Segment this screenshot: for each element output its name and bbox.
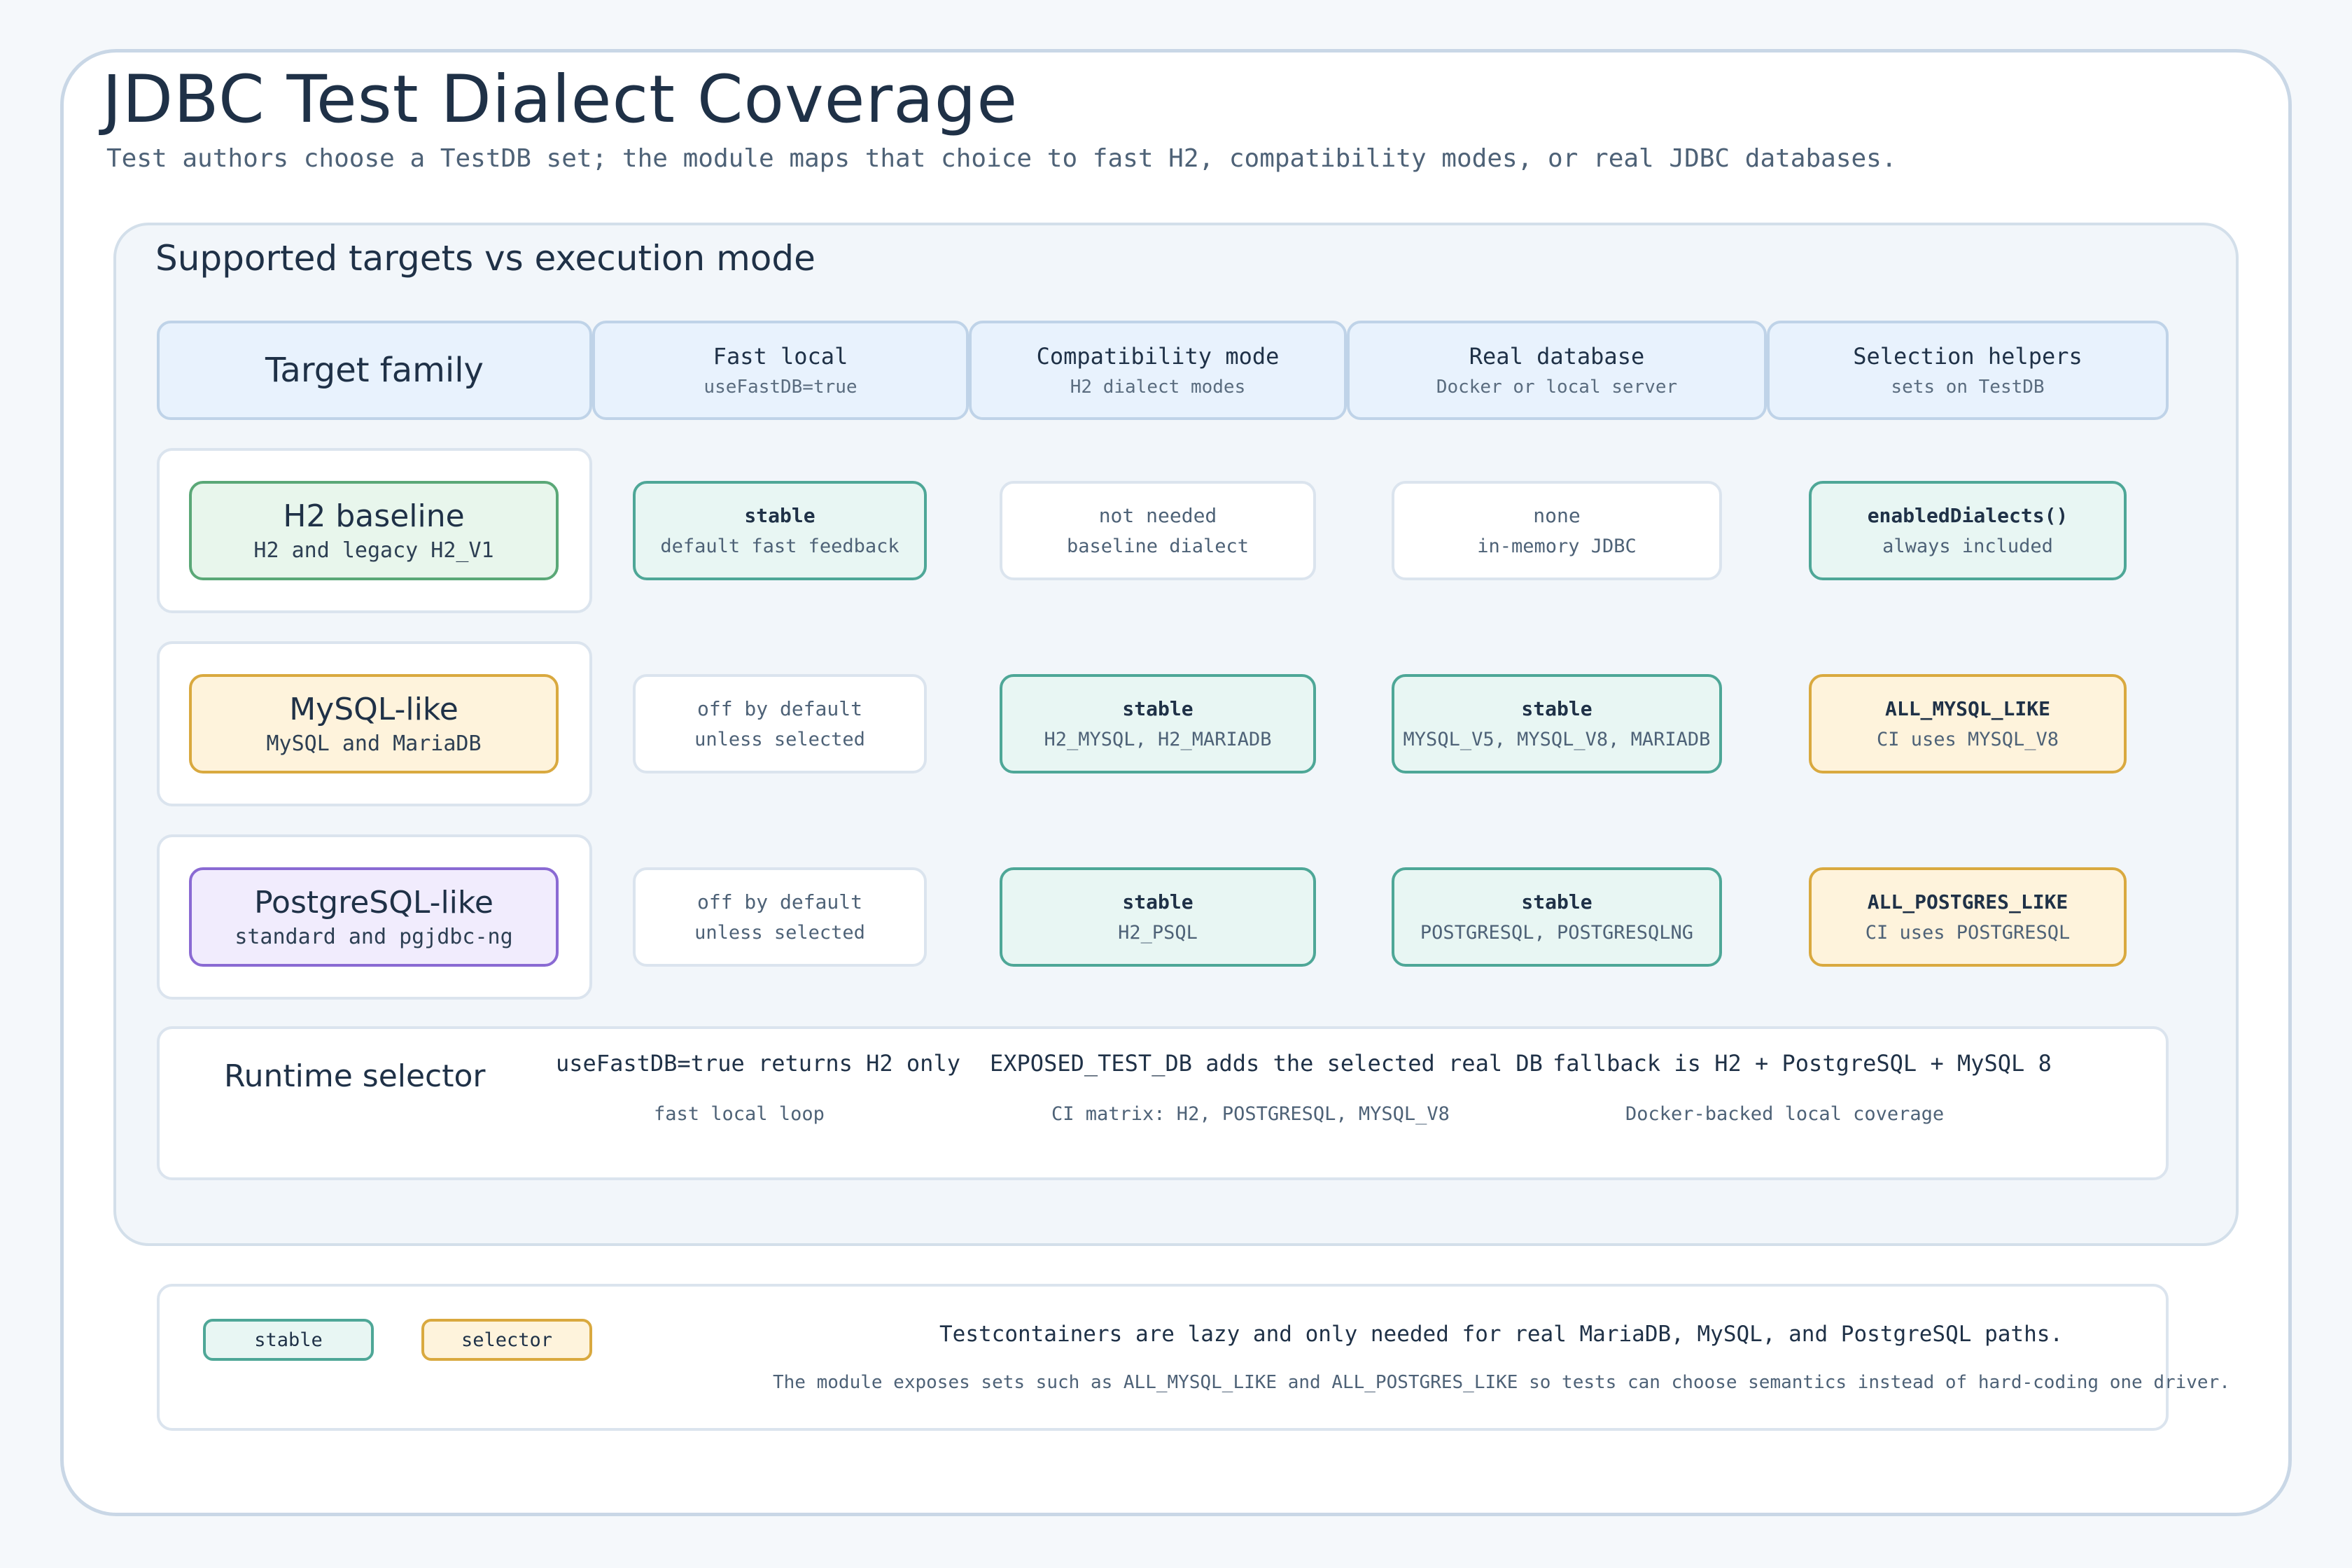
header-selection-helpers: Selection helpers sets on TestDB xyxy=(1767,321,2169,420)
cell-main: ALL_POSTGRES_LIKE xyxy=(1867,890,2068,913)
cell-main: stable xyxy=(1521,697,1592,720)
h2-compatibility-cell: not needed baseline dialect xyxy=(1000,481,1316,580)
mysql-real-database-cell: stable MYSQL_V5, MYSQL_V8, MARIADB xyxy=(1392,674,1722,774)
runtime-selector-box xyxy=(157,1026,2169,1180)
cell-sub: unless selected xyxy=(694,922,865,944)
header-target-family-label: Target family xyxy=(265,351,484,390)
cell-sub: MYSQL_V5, MYSQL_V8, MARIADB xyxy=(1403,729,1711,750)
cell-main: off by default xyxy=(696,890,862,913)
runtime-item-fallback-sub: Docker-backed local coverage xyxy=(1625,1103,1945,1125)
cell-sub: H2_MYSQL, H2_MARIADB xyxy=(1044,729,1272,750)
cell-main: off by default xyxy=(696,697,862,720)
family-h2-baseline: H2 baseline H2 and legacy H2_V1 xyxy=(189,481,559,580)
postgres-selection-helper-cell: ALL_POSTGRES_LIKE CI uses POSTGRESQL xyxy=(1809,867,2127,967)
cell-main: enabledDialects() xyxy=(1867,504,2068,527)
h2-real-database-cell: none in-memory JDBC xyxy=(1392,481,1722,580)
h2-selection-helper-cell: enabledDialects() always included xyxy=(1809,481,2127,580)
cell-sub: always included xyxy=(1882,536,2053,557)
page-subtitle: Test authors choose a TestDB set; the mo… xyxy=(106,144,1897,173)
header-real-database-title: Real database xyxy=(1469,343,1645,370)
header-compatibility-mode-sub: H2 dialect modes xyxy=(1070,377,1246,398)
cell-sub: baseline dialect xyxy=(1066,536,1250,557)
cell-main: not needed xyxy=(1098,504,1217,527)
header-fast-local-sub: useFastDB=true xyxy=(704,377,858,398)
page-title: JDBC Test Dialect Coverage xyxy=(102,62,1018,138)
header-real-database: Real database Docker or local server xyxy=(1347,321,1767,420)
cell-sub: default fast feedback xyxy=(660,536,899,557)
cell-main: stable xyxy=(1521,890,1592,913)
cell-sub: unless selected xyxy=(694,729,865,750)
legend-note-main: Testcontainers are lazy and only needed … xyxy=(939,1322,2064,1347)
mysql-selection-helper-cell: ALL_MYSQL_LIKE CI uses MYSQL_V8 xyxy=(1809,674,2127,774)
postgres-compatibility-cell: stable H2_PSQL xyxy=(1000,867,1316,967)
header-real-database-sub: Docker or local server xyxy=(1436,377,1678,398)
h2-fast-local-cell: stable default fast feedback xyxy=(633,481,927,580)
family-name: H2 baseline xyxy=(283,498,465,534)
cell-sub: POSTGRESQL, POSTGRESQLNG xyxy=(1420,922,1694,944)
cell-sub: H2_PSQL xyxy=(1118,922,1198,944)
family-sub: standard and pgjdbc-ng xyxy=(234,925,513,949)
header-selection-helpers-sub: sets on TestDB xyxy=(1891,377,2045,398)
legend-chip-stable: stable xyxy=(203,1319,374,1361)
family-sub: H2 and legacy H2_V1 xyxy=(253,538,494,563)
runtime-item-exposed-sub: CI matrix: H2, POSTGRESQL, MYSQL_V8 xyxy=(1051,1103,1450,1125)
family-name: MySQL-like xyxy=(289,692,458,727)
legend-note-sub: The module exposes sets such as ALL_MYSQ… xyxy=(773,1372,2230,1393)
cell-main: stable xyxy=(744,504,816,527)
header-target-family: Target family xyxy=(157,321,592,420)
header-compatibility-mode-title: Compatibility mode xyxy=(1036,343,1280,370)
panel-title: Supported targets vs execution mode xyxy=(155,238,816,279)
header-selection-helpers-title: Selection helpers xyxy=(1853,343,2082,370)
cell-sub: CI uses MYSQL_V8 xyxy=(1876,729,2059,750)
mysql-fast-local-cell: off by default unless selected xyxy=(633,674,927,774)
cell-main: ALL_MYSQL_LIKE xyxy=(1884,697,2050,720)
cell-sub: CI uses POSTGRESQL xyxy=(1865,922,2071,944)
cell-main: stable xyxy=(1122,697,1194,720)
family-postgresql-like: PostgreSQL-like standard and pgjdbc-ng xyxy=(189,867,559,967)
header-fast-local-title: Fast local xyxy=(713,343,848,370)
cell-sub: in-memory JDBC xyxy=(1477,536,1637,557)
runtime-item-fast-sub: fast local loop xyxy=(654,1103,825,1125)
runtime-item-exposed-main: EXPOSED_TEST_DB adds the selected real D… xyxy=(990,1050,1543,1077)
postgres-real-database-cell: stable POSTGRESQL, POSTGRESQLNG xyxy=(1392,867,1722,967)
family-name: PostgreSQL-like xyxy=(254,885,493,920)
postgres-fast-local-cell: off by default unless selected xyxy=(633,867,927,967)
runtime-item-fallback-main: fallback is H2 + PostgreSQL + MySQL 8 xyxy=(1553,1050,2052,1077)
runtime-item-fast-main: useFastDB=true returns H2 only xyxy=(556,1050,960,1077)
family-mysql-like: MySQL-like MySQL and MariaDB xyxy=(189,674,559,774)
cell-main: none xyxy=(1533,504,1581,527)
mysql-compatibility-cell: stable H2_MYSQL, H2_MARIADB xyxy=(1000,674,1316,774)
family-sub: MySQL and MariaDB xyxy=(266,732,482,756)
cell-main: stable xyxy=(1122,890,1194,913)
header-fast-local: Fast local useFastDB=true xyxy=(592,321,969,420)
runtime-selector-label: Runtime selector xyxy=(224,1058,486,1094)
header-compatibility-mode: Compatibility mode H2 dialect modes xyxy=(969,321,1347,420)
legend-chip-selector: selector xyxy=(421,1319,592,1361)
